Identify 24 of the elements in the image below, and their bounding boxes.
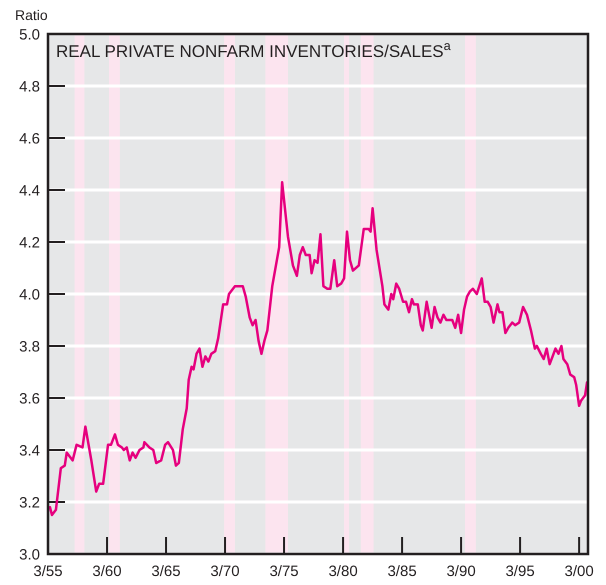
x-tick-label: 3/75 bbox=[269, 563, 299, 580]
x-tick-label: 3/80 bbox=[328, 563, 358, 580]
line-series bbox=[48, 180, 588, 516]
y-tick-label: 3.6 bbox=[19, 390, 40, 408]
y-tick-label: 4.8 bbox=[19, 78, 40, 96]
y-tick-label: 4.0 bbox=[19, 286, 40, 304]
y-axis-title: Ratio bbox=[15, 7, 48, 23]
x-tick-label: 3/95 bbox=[505, 563, 535, 580]
y-tick-label: 3.4 bbox=[19, 442, 40, 460]
x-tick-label: 3/70 bbox=[210, 563, 240, 580]
chart-title: REAL PRIVATE NONFARM INVENTORIES/SALES$^{a}$ bbox=[56, 38, 452, 61]
x-tick-label: 3/65 bbox=[151, 563, 181, 580]
y-tick-label: 4.4 bbox=[19, 182, 40, 200]
x-tick-label: 3/55 bbox=[33, 563, 63, 580]
y-tick-label: 5.0 bbox=[19, 26, 40, 44]
x-tick-label: 3/00 bbox=[564, 563, 594, 580]
x-tick-label: 3/60 bbox=[92, 563, 122, 580]
y-tick-label: 3.0 bbox=[19, 546, 40, 564]
y-tick-label: 4.6 bbox=[19, 130, 40, 148]
x-tick-label: 3/90 bbox=[446, 563, 476, 580]
x-tick-label: 3/85 bbox=[387, 563, 417, 580]
y-tick-label: 4.2 bbox=[19, 234, 40, 252]
y-tick-label: 3.2 bbox=[19, 494, 40, 512]
y-tick-label: 3.8 bbox=[19, 338, 40, 356]
